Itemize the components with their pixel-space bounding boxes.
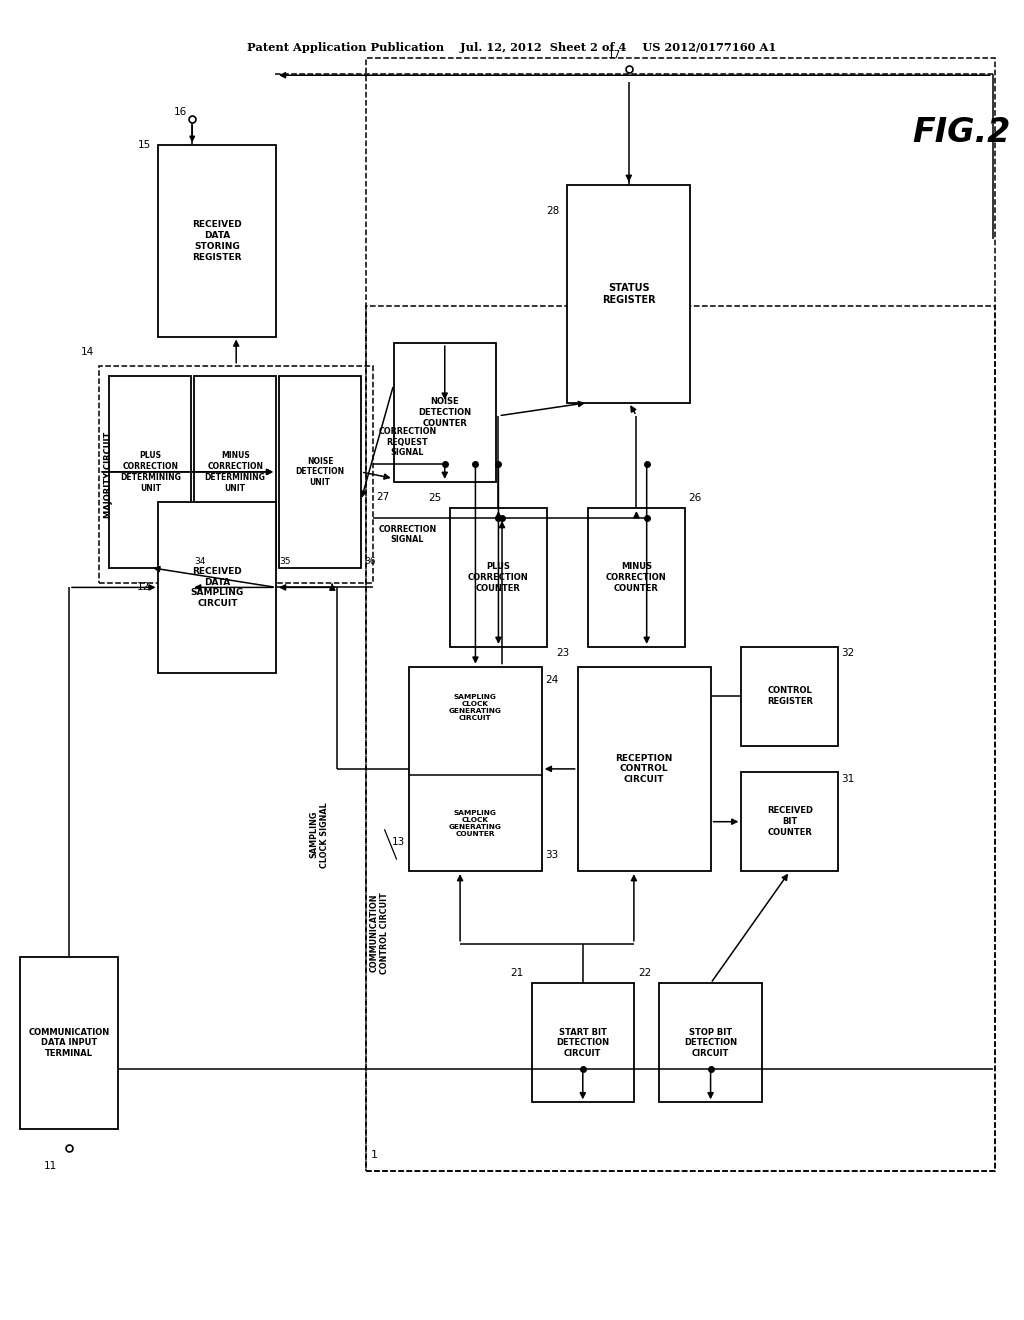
Bar xyxy=(659,983,762,1102)
Text: RECEIVED
DATA
SAMPLING
CIRCUIT: RECEIVED DATA SAMPLING CIRCUIT xyxy=(190,566,244,609)
Text: STATUS
REGISTER: STATUS REGISTER xyxy=(602,282,655,305)
Bar xyxy=(20,957,118,1129)
Text: MAJORITY CIRCUIT: MAJORITY CIRCUIT xyxy=(104,432,114,517)
Text: 36: 36 xyxy=(364,557,376,565)
Text: SAMPLING
CLOCK
GENERATING
CIRCUIT: SAMPLING CLOCK GENERATING CIRCUIT xyxy=(449,694,502,721)
Bar xyxy=(393,343,496,482)
Bar xyxy=(159,145,276,337)
Text: RECEIVED
BIT
COUNTER: RECEIVED BIT COUNTER xyxy=(767,807,813,837)
Text: SAMPLING
CLOCK SIGNAL: SAMPLING CLOCK SIGNAL xyxy=(310,801,330,867)
Bar xyxy=(531,983,634,1102)
Bar xyxy=(280,376,360,568)
Text: NOISE
DETECTION
UNIT: NOISE DETECTION UNIT xyxy=(296,457,345,487)
Bar xyxy=(409,667,542,871)
Text: MINUS
CORRECTION
COUNTER: MINUS CORRECTION COUNTER xyxy=(606,562,667,593)
Text: 16: 16 xyxy=(174,107,187,117)
Bar xyxy=(567,185,690,403)
Text: 11: 11 xyxy=(43,1160,56,1171)
Text: COMMUNICATION
CONTROL CIRCUIT: COMMUNICATION CONTROL CIRCUIT xyxy=(370,892,389,974)
Text: 21: 21 xyxy=(510,968,523,978)
Text: 15: 15 xyxy=(138,140,152,150)
Text: 28: 28 xyxy=(546,206,559,216)
Text: 32: 32 xyxy=(842,648,855,659)
Text: 17: 17 xyxy=(607,50,621,61)
Text: 13: 13 xyxy=(391,837,404,847)
Text: PLUS
CORRECTION
DETERMINING
UNIT: PLUS CORRECTION DETERMINING UNIT xyxy=(120,451,180,492)
Text: COMMUNICATION
DATA INPUT
TERMINAL: COMMUNICATION DATA INPUT TERMINAL xyxy=(29,1027,110,1059)
Text: 12: 12 xyxy=(137,582,151,593)
Text: NOISE
DETECTION
COUNTER: NOISE DETECTION COUNTER xyxy=(418,397,471,428)
Bar xyxy=(99,366,373,583)
Text: 14: 14 xyxy=(81,347,94,358)
Text: 33: 33 xyxy=(545,850,558,861)
Bar xyxy=(588,508,685,647)
Text: PLUS
CORRECTION
COUNTER: PLUS CORRECTION COUNTER xyxy=(468,562,528,593)
Bar xyxy=(741,647,839,746)
Text: 34: 34 xyxy=(195,557,206,565)
Text: 35: 35 xyxy=(280,557,291,565)
Bar xyxy=(578,667,711,871)
Text: RECEIVED
DATA
STORING
REGISTER: RECEIVED DATA STORING REGISTER xyxy=(193,220,242,261)
Bar xyxy=(159,502,276,673)
Bar xyxy=(366,58,995,1171)
Text: FIG.2: FIG.2 xyxy=(912,116,1011,149)
Text: 1: 1 xyxy=(371,1150,378,1160)
Text: 22: 22 xyxy=(638,968,651,978)
Text: CORRECTION
REQUEST
SIGNAL: CORRECTION REQUEST SIGNAL xyxy=(378,428,436,457)
Bar xyxy=(110,376,191,568)
Text: CORRECTION
SIGNAL: CORRECTION SIGNAL xyxy=(378,524,436,544)
Text: 26: 26 xyxy=(688,492,701,503)
Bar xyxy=(195,376,276,568)
Text: 27: 27 xyxy=(376,491,389,502)
Bar xyxy=(741,772,839,871)
Text: START BIT
DETECTION
CIRCUIT: START BIT DETECTION CIRCUIT xyxy=(556,1027,609,1059)
Text: RECEPTION
CONTROL
CIRCUIT: RECEPTION CONTROL CIRCUIT xyxy=(615,754,673,784)
Text: 24: 24 xyxy=(545,675,558,685)
Bar xyxy=(366,306,995,1171)
Text: MINUS
CORRECTION
DETERMINING
UNIT: MINUS CORRECTION DETERMINING UNIT xyxy=(205,451,265,492)
Text: 23: 23 xyxy=(556,648,569,659)
Text: 25: 25 xyxy=(428,492,441,503)
Text: STOP BIT
DETECTION
CIRCUIT: STOP BIT DETECTION CIRCUIT xyxy=(684,1027,737,1059)
Text: 31: 31 xyxy=(842,774,855,784)
Bar xyxy=(450,508,547,647)
Text: Patent Application Publication    Jul. 12, 2012  Sheet 2 of 4    US 2012/0177160: Patent Application Publication Jul. 12, … xyxy=(247,42,776,53)
Text: CONTROL
REGISTER: CONTROL REGISTER xyxy=(767,686,813,706)
Text: SAMPLING
CLOCK
GENERATING
COUNTER: SAMPLING CLOCK GENERATING COUNTER xyxy=(449,809,502,837)
